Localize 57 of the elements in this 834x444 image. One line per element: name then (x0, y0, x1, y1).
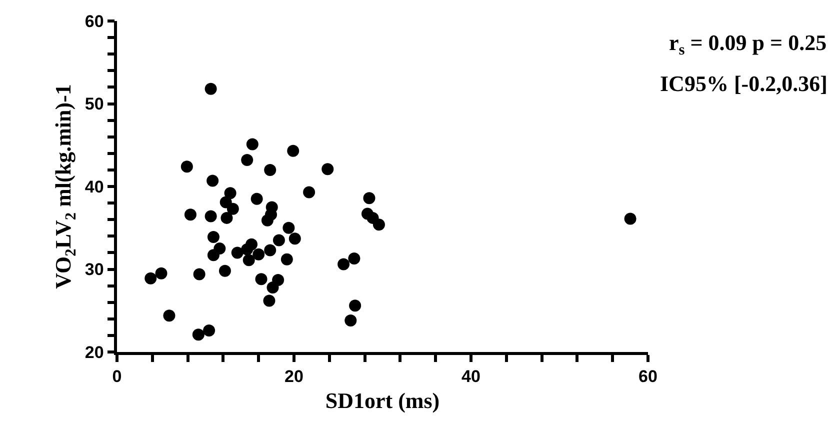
point (224, 187, 236, 200)
y-tick-label: 20 (84, 342, 104, 362)
point (207, 230, 220, 243)
point (264, 164, 276, 176)
point (220, 196, 232, 208)
point (322, 163, 334, 176)
text: IC95% [-0.2,0.36] (660, 71, 828, 96)
y-tick-label: 60 (84, 12, 104, 31)
point (250, 192, 263, 205)
point (163, 310, 176, 322)
point (242, 254, 255, 266)
x-tick-label: 20 (284, 367, 304, 386)
point (220, 212, 233, 224)
point (204, 82, 217, 95)
point (207, 249, 220, 262)
point (246, 138, 258, 150)
x-tick-label: 60 (638, 367, 658, 386)
point (204, 210, 217, 222)
point (144, 272, 157, 284)
point (372, 218, 385, 231)
point (288, 232, 301, 245)
point (266, 281, 279, 294)
y-tick-label: 30 (84, 260, 104, 280)
point (231, 246, 244, 259)
point (155, 267, 168, 280)
point (255, 273, 268, 286)
point (218, 264, 231, 277)
point (193, 268, 206, 280)
point (349, 300, 362, 312)
point (264, 244, 276, 256)
point (624, 212, 636, 225)
point (180, 160, 193, 173)
x-tick-label: 40 (462, 367, 480, 386)
point (241, 243, 254, 256)
point (303, 186, 316, 198)
point (282, 222, 295, 234)
point (280, 253, 293, 266)
point (203, 324, 216, 336)
y-tick-label: 40 (84, 177, 104, 196)
point (192, 328, 204, 341)
text: r$_{s}$ = 0.09 p = 0.25 (669, 30, 827, 59)
point (287, 144, 300, 157)
point (184, 208, 196, 221)
point (226, 202, 239, 215)
point (348, 252, 360, 264)
point (206, 174, 219, 187)
point (272, 234, 285, 246)
point (263, 294, 276, 307)
point (344, 314, 357, 327)
point (252, 248, 265, 260)
y-tick-label: 50 (84, 94, 104, 114)
x-axis-title: SD1ort (ms) (325, 388, 440, 414)
point (338, 258, 350, 270)
x-tick-label: 0 (112, 367, 122, 386)
point (241, 154, 254, 166)
point (261, 214, 274, 226)
point (363, 192, 376, 204)
